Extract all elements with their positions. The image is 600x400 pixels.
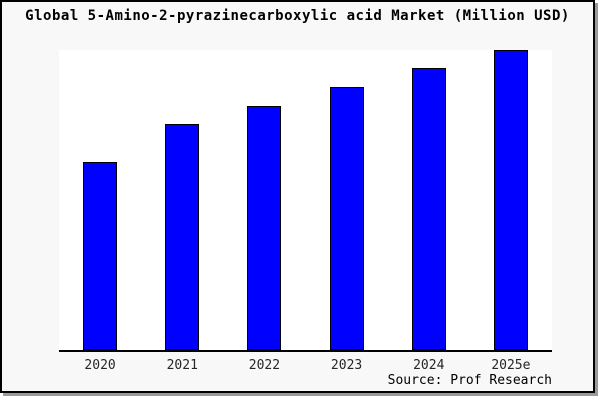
source-label: Source: Prof Research bbox=[387, 373, 552, 388]
chart-figure: Global 5-Amino-2-pyrazinecarboxylic acid… bbox=[0, 0, 595, 393]
plot-area bbox=[59, 50, 552, 352]
x-tick-label-2025e: 2025e bbox=[491, 358, 531, 373]
bar-2020 bbox=[83, 162, 118, 350]
x-tick-label-2024: 2024 bbox=[413, 358, 445, 373]
x-tick-label-2022: 2022 bbox=[248, 358, 281, 373]
chart-title: Global 5-Amino-2-pyrazinecarboxylic acid… bbox=[25, 8, 570, 24]
bar-2021 bbox=[165, 124, 200, 350]
bar-2023 bbox=[329, 87, 364, 350]
x-tick-label-2023: 2023 bbox=[330, 358, 363, 373]
x-tick-label-2021: 2021 bbox=[166, 358, 198, 373]
x-tick-label-2020: 2020 bbox=[84, 358, 116, 373]
bar-2025e bbox=[493, 50, 528, 350]
x-axis-ticks: 2020 2021 2022 2023 2024 2025e bbox=[59, 358, 552, 374]
bar-2024 bbox=[411, 68, 446, 350]
bar-2022 bbox=[247, 106, 282, 350]
